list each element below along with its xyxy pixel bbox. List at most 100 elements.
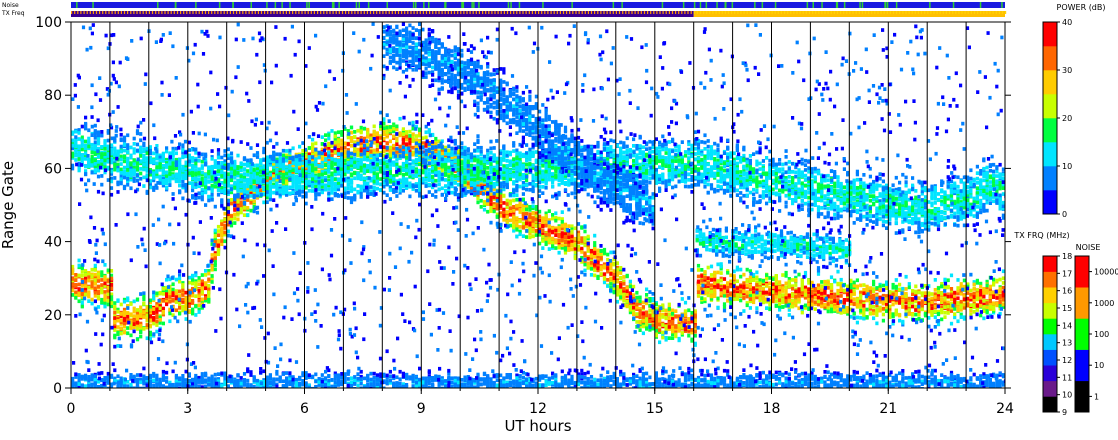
echo-cell (132, 314, 136, 318)
txfreq-bar-stripe (279, 11, 281, 14)
txfreq-bar-stripe (587, 11, 589, 14)
echo-cell (855, 278, 859, 283)
echo-cell (820, 284, 824, 288)
noise-bar-mark (1001, 2, 1003, 8)
echo-cell (774, 282, 778, 286)
echo-cell (80, 295, 84, 299)
echo-cell (651, 326, 655, 331)
echo-cell (304, 149, 308, 154)
echo-cell (836, 288, 840, 293)
echo-cell (502, 218, 506, 222)
echo-cell (80, 266, 84, 271)
echo-cell (722, 302, 727, 306)
echo-cell (301, 163, 305, 167)
echo-cell (959, 299, 963, 304)
echo-cell (336, 147, 341, 152)
echo-cell (379, 126, 383, 131)
txfreq-bar-stripe (239, 11, 241, 14)
echo-cell (96, 279, 101, 283)
echo-cell (713, 273, 717, 278)
echo-cell (930, 313, 934, 317)
echo-cell (580, 239, 584, 244)
txfreq-bar-stripe (338, 11, 340, 14)
echo-cell (875, 275, 879, 279)
echo-cell (667, 312, 671, 317)
echo-cell (512, 193, 516, 198)
echo-cell (515, 197, 519, 202)
txfreq-bar-stripe (727, 11, 730, 14)
echo-cell (168, 295, 172, 299)
echo-cell (713, 281, 717, 286)
echo-cell (80, 292, 84, 297)
echo-cell (547, 209, 551, 213)
echo-cell (982, 289, 986, 293)
noise-bar-mark (542, 2, 544, 8)
echo-cell (833, 299, 837, 303)
echo-cell (528, 205, 532, 209)
txfreq-bar-stripe (678, 11, 680, 14)
txfreq-bar-stripe (1001, 11, 1004, 14)
echo-cell (414, 134, 418, 138)
echo-cell (103, 146, 107, 151)
echo-cell (362, 139, 367, 144)
echo-cell (745, 294, 749, 299)
echo-cell (855, 320, 859, 325)
echo-cell (580, 226, 584, 230)
txfreq-bar-stripe (201, 11, 203, 14)
echo-cell (77, 273, 81, 278)
echo-cell (349, 139, 354, 144)
echo-cell (628, 279, 632, 284)
echo-cell (593, 250, 597, 255)
echo-cell (949, 321, 954, 326)
txfreq-bar-stripe (709, 11, 711, 14)
echo-cell (204, 294, 208, 298)
txfreq-bar-stripe (236, 11, 238, 14)
echo-cell (726, 286, 730, 290)
echo-cell (975, 296, 979, 301)
echo-cell (366, 143, 370, 147)
noise-bar-mark (952, 2, 955, 8)
txfreq-bar-stripe (488, 11, 490, 14)
echo-cell (80, 300, 84, 305)
txfreq-bar-stripe (425, 11, 428, 14)
echo-cell (103, 263, 107, 267)
echo-cell (135, 308, 140, 312)
echo-cell (216, 233, 221, 237)
echo-cell (80, 159, 84, 163)
echo-cell (946, 311, 950, 315)
echo-cell (878, 295, 882, 300)
echo-cell (84, 276, 88, 281)
echo-cell (87, 294, 91, 299)
echo-cell (748, 279, 752, 284)
noise-bar-mark (218, 2, 221, 8)
txfreq-bar-stripe (77, 11, 79, 14)
echo-cell (872, 282, 876, 287)
echo-cell (165, 285, 169, 290)
echo-cell (635, 312, 639, 316)
txfreq-bar-stripe (612, 11, 614, 14)
noise-bar-mark (693, 2, 696, 8)
txfreq-bar-stripe (145, 11, 147, 14)
txfreq-bar-stripe (625, 11, 627, 14)
echo-cell (100, 174, 104, 178)
txfreq-bar-stripe (889, 11, 891, 14)
echo-cell (191, 293, 195, 298)
noise-bar-mark (473, 2, 475, 8)
echo-cell (586, 265, 590, 270)
echo-cell (975, 308, 979, 312)
txfreq-bar-stripe (569, 11, 571, 14)
echo-cell (619, 271, 623, 275)
echo-cell (113, 301, 117, 305)
echo-cell (781, 305, 785, 309)
echo-cell (191, 301, 195, 305)
echo-cell (194, 313, 198, 317)
echo-cell (262, 200, 266, 205)
echo-cell (152, 316, 156, 321)
echo-cell (408, 136, 412, 141)
echo-cell (713, 288, 717, 293)
echo-cell (791, 315, 795, 320)
txfreq-bar-stripe (435, 11, 437, 14)
echo-cell (787, 281, 791, 285)
echo-cell (709, 289, 714, 294)
echo-cell (223, 217, 227, 221)
